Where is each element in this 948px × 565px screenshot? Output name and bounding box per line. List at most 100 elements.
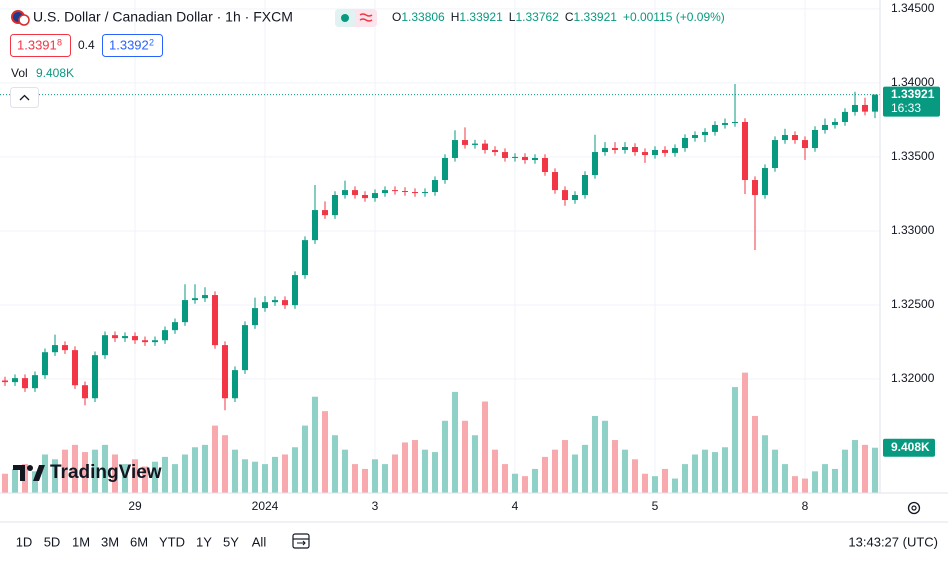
market-status[interactable]	[335, 9, 377, 27]
last-price-label: 1.33921	[891, 87, 935, 101]
y-tick-label: 1.34500	[891, 1, 935, 15]
settings-button[interactable]	[907, 501, 921, 515]
candle-body	[452, 140, 458, 158]
symbol-title: U.S. Dollar / Canadian Dollar · 1h · FXC…	[33, 9, 293, 25]
ohlc-value: 1.33762	[515, 10, 559, 24]
candle-body	[842, 111, 848, 122]
volume-bar	[82, 452, 88, 493]
candle-body	[42, 352, 48, 376]
volume-bar	[722, 447, 728, 493]
volume-bar	[342, 449, 348, 493]
volume-bar	[522, 476, 528, 493]
volume-bar	[452, 391, 458, 493]
x-tick-label: 2024	[252, 499, 279, 513]
candle-body	[582, 174, 588, 195]
candle-body	[382, 190, 388, 194]
range-button[interactable]: 5Y	[223, 534, 239, 549]
volume-bar	[592, 415, 598, 493]
volume-bar	[512, 473, 518, 493]
range-button[interactable]: 1M	[72, 534, 90, 549]
candle-body	[132, 336, 138, 341]
candle-body	[102, 335, 108, 356]
volume-bar	[322, 411, 328, 493]
volume-bar	[482, 401, 488, 493]
candle-body	[32, 375, 38, 389]
clock: 13:43:27 (UTC)	[848, 534, 938, 549]
volume-bar	[812, 471, 818, 493]
candle-body	[862, 104, 868, 112]
volume-bar	[552, 449, 558, 493]
candle-body	[702, 131, 708, 136]
range-button[interactable]: 6M	[130, 534, 148, 549]
range-button[interactable]: All	[252, 534, 267, 549]
volume-bar	[872, 447, 878, 493]
candle-body	[62, 345, 68, 351]
volume-bar	[172, 464, 178, 493]
candle-body	[872, 94, 878, 112]
volume-bar	[202, 444, 208, 493]
candle-body	[192, 298, 198, 301]
volume-bar	[392, 454, 398, 493]
range-button[interactable]: 5D	[44, 534, 61, 549]
sell-button[interactable]: 1.3391 8	[10, 34, 71, 57]
volume-bar	[162, 456, 168, 493]
candle-body	[342, 190, 348, 195]
volume-bar	[662, 468, 668, 493]
volume-bar	[582, 444, 588, 493]
volume-bar	[532, 468, 538, 493]
candle-body	[752, 180, 758, 195]
volume-bar	[542, 456, 548, 493]
candle-body	[292, 275, 298, 306]
volume-bar	[752, 415, 758, 493]
symbol-icon	[11, 10, 30, 26]
candle-body	[372, 193, 378, 199]
candle-body	[602, 148, 608, 153]
range-button[interactable]: 1D	[16, 534, 33, 549]
volume-bar	[272, 456, 278, 493]
volume-bar	[132, 459, 138, 493]
x-tick-label: 4	[512, 499, 519, 513]
date-range-button[interactable]	[292, 533, 310, 549]
volume-bar	[432, 452, 438, 493]
volume-bar	[2, 473, 8, 493]
volume-bar	[42, 454, 48, 493]
candle-body	[822, 124, 828, 130]
ohlc-value: 1.33921	[574, 10, 618, 24]
volume-value: 9.408K	[36, 66, 74, 80]
candle-body	[652, 149, 658, 156]
volume-bar	[702, 449, 708, 493]
volume-bar	[622, 449, 628, 493]
candles	[2, 83, 878, 411]
range-button[interactable]: 1Y	[196, 534, 212, 549]
volume-bar	[632, 459, 638, 493]
range-button[interactable]: YTD	[159, 534, 185, 549]
candle-body	[352, 190, 358, 195]
volume-bar	[472, 435, 478, 493]
candle-body	[392, 190, 398, 192]
volume-bar	[652, 476, 658, 493]
buy-button[interactable]: 1.3392 2	[102, 34, 163, 57]
candle-body	[202, 295, 208, 299]
candle-body	[172, 322, 178, 331]
volume-bar	[352, 464, 358, 493]
volume-bar	[382, 464, 388, 493]
candle-body	[222, 345, 228, 399]
ohlc-label: H	[451, 10, 460, 24]
candle-body	[762, 168, 768, 195]
collapse-button[interactable]	[10, 87, 39, 108]
volume-bar	[642, 473, 648, 493]
candle-body	[2, 380, 8, 383]
ohlc-label: O	[392, 10, 401, 24]
candle-body	[562, 190, 568, 201]
volume-bar	[412, 440, 418, 493]
volume-bar	[792, 476, 798, 493]
volume-axis-label: 9.408K	[891, 440, 930, 454]
volume-bar	[712, 452, 718, 493]
y-tick-label: 1.32000	[891, 371, 935, 385]
volume-bar	[232, 449, 238, 493]
volume-bar	[192, 447, 198, 493]
buy-pip: 2	[149, 37, 154, 47]
range-button[interactable]: 3M	[101, 534, 119, 549]
candle-body	[402, 190, 408, 193]
